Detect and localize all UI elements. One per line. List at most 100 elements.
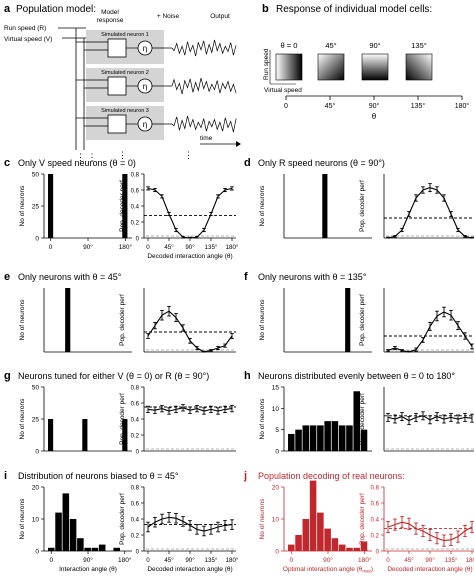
cell-response-45 (317, 53, 345, 81)
decoder-y-tick-label: 0 (136, 550, 140, 556)
hist-bar (346, 547, 353, 551)
time-arrow-head (236, 141, 241, 147)
decoder-y-tick-label: 0.6 (131, 502, 140, 508)
cell-theta-label: θ = 0 (281, 41, 298, 50)
hist-bar (345, 288, 351, 352)
decoder-y-tick-label: 0.2 (131, 434, 140, 440)
hist-y-tick-label: 0 (275, 549, 279, 556)
hist-bar (91, 547, 99, 551)
hist-bar (288, 544, 295, 551)
decoder-x-label: Decoded interaction angle (θ) (387, 566, 472, 573)
decoder-y-tick-label: 0.4 (131, 518, 140, 524)
decoder-y-tick-label: 0.6 (131, 402, 140, 408)
hist-bar (69, 519, 77, 551)
hist-bar (295, 535, 302, 551)
hist-y-tick-label: 25 (32, 204, 40, 211)
decoder-y-label: Pop. decoder perf (359, 294, 366, 346)
decoder-y-tick-label: 0.8 (371, 486, 380, 492)
decoder-x-tick-label: 180° (226, 244, 239, 251)
decoder-y-label: Pop. decoder perf (119, 180, 126, 232)
decoder-x-tick-label: 180° (466, 557, 474, 564)
hist-bar (62, 493, 70, 551)
decoder-x-tick-label: 0 (146, 557, 150, 564)
eta-symbol: η (143, 82, 147, 91)
output-trace (171, 77, 237, 95)
panel-letter-b: b (262, 3, 269, 15)
hist-bar (360, 429, 368, 451)
hist-bar (48, 419, 54, 451)
panel-letter: d (244, 157, 251, 169)
panel-i: i Distribution of neurons biased to θ = 4… (4, 470, 239, 573)
decoder-y-label: Pop. decoder perf (119, 294, 126, 346)
panel-title: Only R speed neurons (θ = 90°) (258, 158, 385, 168)
hist-bar (309, 480, 317, 551)
hist-y-tick-label: 20 (272, 485, 280, 492)
decoder-x-tick-label: 135° (205, 244, 218, 251)
decoder-line (147, 187, 233, 239)
decoder-y-tick-label: 0.4 (131, 418, 140, 424)
hist-y-label: No of neurons (19, 498, 26, 540)
decoder-x-label: Decoded interaction angle (θ) (147, 566, 232, 573)
hist-bar (317, 425, 324, 451)
hist-bar (309, 425, 317, 451)
decoder-x-tick-label: 45° (404, 557, 414, 564)
model-response-header-1: Model (101, 9, 119, 16)
theta-tick-label: 0 (284, 103, 288, 110)
neuron-label: Simulated neuron 2 (101, 70, 149, 76)
panel-b: b Response of individual model cells: Ru… (262, 3, 469, 121)
hist-bar (48, 547, 55, 551)
hist-y-tick-label: 0 (35, 549, 39, 556)
theta-tick-label: 45° (325, 102, 336, 110)
cell-response-135 (405, 53, 433, 81)
panel-title: Only V speed neurons (θ = 0) (18, 158, 136, 168)
panel-j: j Population decoding of real neurons: No … (243, 470, 474, 574)
decoder-x-tick-label: 0 (386, 557, 390, 564)
hist-bar (317, 512, 324, 551)
panel-d: d Only R speed neurons (θ = 90°) No of neu… (244, 157, 474, 239)
hist-bar (331, 421, 339, 451)
decoder-x-tick-label: 135° (205, 557, 218, 564)
panel-b-title: Response of individual model cells: (276, 4, 432, 15)
panel-c: c Only V speed neurons (θ = 0) No of neuro… (4, 157, 239, 260)
decoder-line (387, 187, 473, 239)
decoder-y-label: Pop. decoder perf (359, 393, 366, 445)
hist-x-tick-label: 90° (323, 556, 333, 564)
decoder-y-tick-label: 0.8 (131, 173, 140, 179)
decoder-y-tick-label: 0.2 (131, 534, 140, 540)
neuron-label: Simulated neuron 1 (101, 32, 149, 38)
model-response-header-2: response (97, 17, 124, 24)
cell-response-0 (275, 53, 303, 81)
hist-y-label: No of neurons (19, 299, 26, 341)
decoder-x-tick-label: 90° (185, 244, 195, 251)
decoder-y-tick-label: 0 (136, 450, 140, 456)
output-trace (171, 115, 237, 133)
hist-bar (302, 425, 310, 451)
noise-header: + Noise (157, 13, 180, 20)
decoder-y-tick-label: 0.4 (371, 518, 380, 524)
panel-a: a Population model: Run speed (R) Virtua… (4, 3, 241, 162)
cell-response-90 (361, 53, 389, 81)
cell-theta-label: 135° (411, 41, 427, 50)
decoder-x-tick-label: 90° (425, 557, 435, 564)
hist-bar (302, 519, 310, 551)
decoder-y-tick-label: 0.8 (131, 486, 140, 492)
hist-bar (324, 421, 331, 451)
hist-x-tick-label: 0 (49, 244, 53, 251)
panel-letter: f (244, 271, 248, 283)
decoder-line (387, 311, 473, 353)
hist-bar (324, 528, 331, 551)
decoder-x-tick-label: 45° (164, 557, 174, 564)
panel-title: Distribution of neurons biased to θ = 45… (18, 471, 179, 481)
decoder-y-tick-label: 0.8 (131, 386, 140, 392)
hist-bar (346, 425, 353, 451)
decoder-y-label: Pop. decoder perf (359, 180, 366, 232)
virtual-speed-label: Virtual speed (V) (4, 36, 52, 43)
hist-x-tick-label: 180° (358, 556, 372, 564)
hist-y-tick-label: 10 (272, 406, 280, 413)
hist-y-label: No of neurons (19, 398, 26, 440)
hist-bar (288, 433, 295, 451)
theta-axis-ticks: 0 45° 90° 135° 180° (284, 96, 469, 110)
hist-y-label: No of neurons (259, 498, 266, 540)
panel-letter-a: a (4, 3, 11, 15)
hist-y-label: No of neurons (19, 185, 26, 227)
